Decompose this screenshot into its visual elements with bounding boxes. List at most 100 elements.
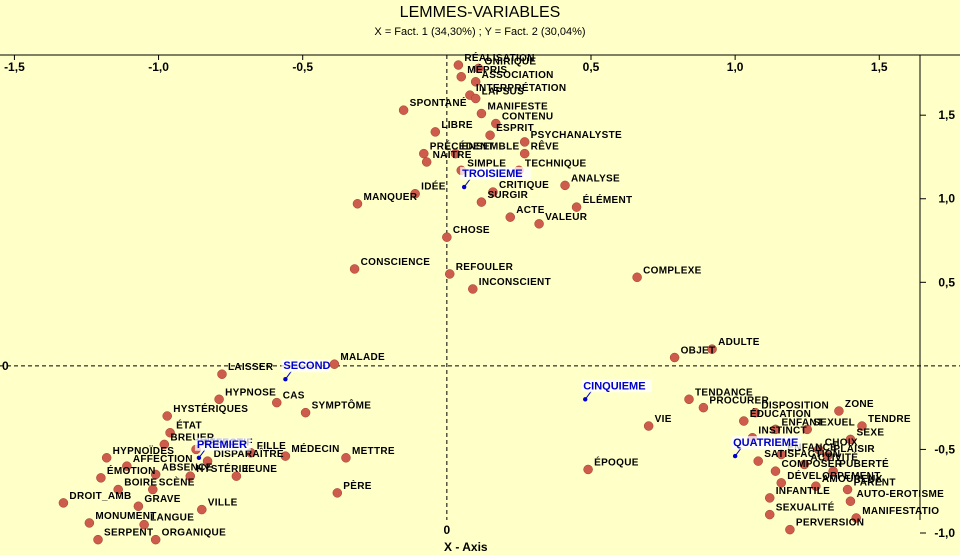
point-marker xyxy=(456,72,467,82)
axes xyxy=(0,54,960,534)
point-label: VILLE xyxy=(208,498,238,509)
point-marker xyxy=(764,509,775,520)
y-tick-label: -0,5 xyxy=(934,442,955,456)
point-label: AFFECTION xyxy=(133,454,193,465)
supplementary-label-bg xyxy=(460,167,531,181)
point-marker xyxy=(159,439,170,450)
point-label: DÉVELOPPEMENT xyxy=(787,469,880,482)
point-label: SATISFACTION xyxy=(764,449,840,460)
supplementary-label: PREMIER xyxy=(197,439,247,451)
point-marker xyxy=(419,148,429,159)
point-label: LAISSER xyxy=(228,362,274,373)
point-marker xyxy=(470,77,481,87)
point-label: OBJET xyxy=(681,346,716,357)
point-label: PARENT xyxy=(854,478,896,489)
point-label: MÉDECIN xyxy=(291,442,339,455)
point-marker xyxy=(450,148,461,159)
point-label: HYSTÉRIQUES xyxy=(173,402,248,415)
point-marker xyxy=(231,471,242,481)
point-label: ÉLÉMENT xyxy=(583,193,633,206)
point-marker xyxy=(643,421,654,431)
point-marker xyxy=(669,352,680,363)
point-label: VIE xyxy=(655,414,672,425)
point-label: MÉPRIS xyxy=(467,63,507,76)
point-label: AUTO-EROTISME xyxy=(856,489,944,500)
point-marker xyxy=(122,461,132,471)
point-marker xyxy=(485,130,495,140)
point-marker xyxy=(488,187,498,197)
supplementary-leader xyxy=(463,178,471,188)
y-tick-label: 1,0 xyxy=(938,192,955,206)
point-marker xyxy=(214,394,224,405)
point-label: ZONE xyxy=(845,399,874,410)
supplementary-leader xyxy=(734,447,742,457)
point-marker xyxy=(770,466,781,476)
point-marker xyxy=(398,105,409,115)
point-label: INCONSCIENT xyxy=(479,277,551,288)
point-label: GRAVE xyxy=(144,494,180,505)
point-label: PUBERTÉ xyxy=(839,457,889,470)
x-tick-label: -1,0 xyxy=(148,60,169,74)
point-label: PERVERSION xyxy=(796,518,864,529)
point-marker xyxy=(519,137,530,147)
point-marker xyxy=(133,501,144,511)
x-tick-label: 1,5 xyxy=(871,60,888,74)
point-marker xyxy=(341,453,351,463)
y-tick-label: -1,0 xyxy=(934,526,955,540)
point-label: CHOSE xyxy=(453,225,490,236)
point-marker xyxy=(329,359,340,369)
point-marker xyxy=(684,394,694,405)
point-label: ÉMOTION xyxy=(107,464,156,477)
point-label: JEUNE xyxy=(242,464,277,475)
point-label: ENFANCE xyxy=(787,442,837,453)
y-tick-label: 1,5 xyxy=(938,108,955,122)
point-label: ÉTAT xyxy=(176,419,202,432)
point-marker xyxy=(349,264,360,274)
point-label: INTERPRÉTATION xyxy=(476,81,567,94)
point-label: VALEUR xyxy=(545,212,588,223)
point-marker xyxy=(799,459,810,470)
point-marker xyxy=(476,108,487,119)
point-label: DROIT_AMB xyxy=(69,491,131,502)
point-label: FILLE xyxy=(257,441,286,452)
point-marker xyxy=(332,488,343,498)
point-label: TENDANCE xyxy=(695,387,753,398)
point-marker xyxy=(139,519,149,530)
point-label: SURGIR xyxy=(487,190,528,201)
point-marker xyxy=(197,504,207,515)
point-marker xyxy=(560,180,570,191)
point-label: DISPOSITION xyxy=(761,401,829,412)
point-marker xyxy=(453,60,464,70)
y-tick-label: 0 xyxy=(2,359,9,373)
supplementary-label: TROISIEME xyxy=(462,168,523,180)
supplementary-points: TROISIEME SECOND CINQUIEME QUATRIEME PREMIER xyxy=(194,167,802,460)
point-label: SEXUALITÉ xyxy=(776,501,835,514)
point-label: INSTINCT xyxy=(758,426,807,437)
supplementary-label-bg xyxy=(581,379,652,393)
point-label: METTRE xyxy=(352,446,395,457)
point-marker xyxy=(534,219,544,229)
point-marker xyxy=(845,434,856,445)
supplementary-leader xyxy=(198,449,206,459)
point-label: REFOULER xyxy=(456,262,514,273)
point-label: BREUER xyxy=(170,432,215,443)
point-label: RÊVE xyxy=(531,140,559,153)
point-label: CHOIX xyxy=(825,437,858,448)
point-marker xyxy=(857,421,867,431)
x-tick-label: 1,0 xyxy=(727,60,744,74)
point-label: TENDRE xyxy=(868,414,911,425)
point-marker xyxy=(217,369,227,379)
point-label: CONTENU xyxy=(502,112,554,123)
point-marker xyxy=(468,284,478,294)
point-marker xyxy=(785,524,795,535)
point-marker xyxy=(632,272,642,283)
point-marker xyxy=(753,456,763,466)
point-label: INFANTILE xyxy=(776,486,830,497)
point-marker xyxy=(776,478,787,488)
point-label: BOIRE xyxy=(124,478,157,489)
point-marker xyxy=(300,407,311,418)
point-label: ACTE xyxy=(516,205,544,216)
x-tick-label: -0,5 xyxy=(292,60,313,74)
point-label: IDÉE xyxy=(421,180,446,193)
